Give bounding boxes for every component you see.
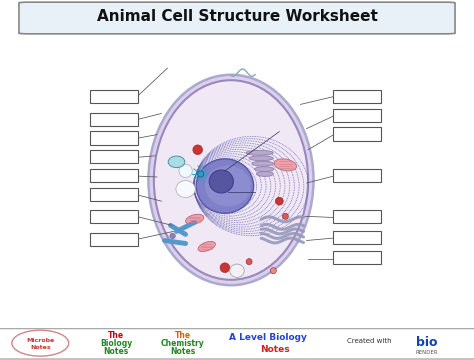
Ellipse shape (170, 233, 175, 239)
Text: Created with: Created with (347, 338, 392, 343)
Ellipse shape (176, 181, 195, 198)
Ellipse shape (249, 156, 273, 161)
Text: Notes: Notes (103, 347, 129, 356)
Text: The: The (174, 331, 191, 340)
Ellipse shape (198, 171, 204, 177)
Text: Biology: Biology (100, 339, 132, 348)
Text: The: The (108, 331, 124, 340)
Text: Microbe: Microbe (26, 338, 55, 343)
Ellipse shape (168, 156, 185, 168)
FancyBboxPatch shape (90, 210, 137, 223)
Ellipse shape (193, 145, 202, 154)
Ellipse shape (256, 171, 273, 176)
Text: Notes: Notes (30, 345, 51, 350)
Ellipse shape (246, 150, 273, 155)
Ellipse shape (185, 214, 204, 224)
Text: Notes: Notes (260, 345, 289, 354)
FancyBboxPatch shape (19, 2, 455, 34)
Ellipse shape (220, 263, 230, 273)
Ellipse shape (274, 159, 297, 171)
Ellipse shape (179, 164, 192, 177)
Ellipse shape (209, 170, 233, 193)
FancyBboxPatch shape (334, 90, 381, 103)
FancyBboxPatch shape (334, 169, 381, 182)
Text: bio: bio (416, 336, 438, 349)
Text: A Level Biology: A Level Biology (229, 333, 307, 342)
Text: Chemistry: Chemistry (161, 339, 204, 348)
Ellipse shape (196, 159, 254, 213)
FancyBboxPatch shape (334, 230, 381, 244)
FancyBboxPatch shape (90, 233, 137, 246)
Ellipse shape (154, 80, 308, 280)
Ellipse shape (283, 213, 288, 219)
Ellipse shape (148, 75, 313, 285)
Ellipse shape (255, 167, 274, 171)
Ellipse shape (270, 268, 276, 274)
Ellipse shape (198, 242, 215, 252)
FancyBboxPatch shape (90, 169, 137, 182)
Ellipse shape (205, 166, 251, 207)
FancyBboxPatch shape (334, 127, 381, 141)
FancyBboxPatch shape (90, 131, 137, 145)
FancyBboxPatch shape (334, 210, 381, 223)
Text: RENDER: RENDER (415, 350, 438, 355)
FancyBboxPatch shape (90, 150, 137, 163)
Ellipse shape (275, 197, 283, 205)
FancyBboxPatch shape (334, 109, 381, 122)
Ellipse shape (12, 330, 69, 356)
Text: Notes: Notes (170, 347, 195, 356)
FancyBboxPatch shape (90, 188, 137, 201)
Ellipse shape (230, 264, 244, 277)
FancyBboxPatch shape (90, 113, 137, 126)
FancyBboxPatch shape (90, 90, 137, 103)
FancyBboxPatch shape (334, 251, 381, 264)
Text: Animal Cell Structure Worksheet: Animal Cell Structure Worksheet (97, 9, 377, 24)
Ellipse shape (252, 161, 273, 166)
FancyBboxPatch shape (0, 329, 474, 359)
Ellipse shape (246, 258, 252, 265)
